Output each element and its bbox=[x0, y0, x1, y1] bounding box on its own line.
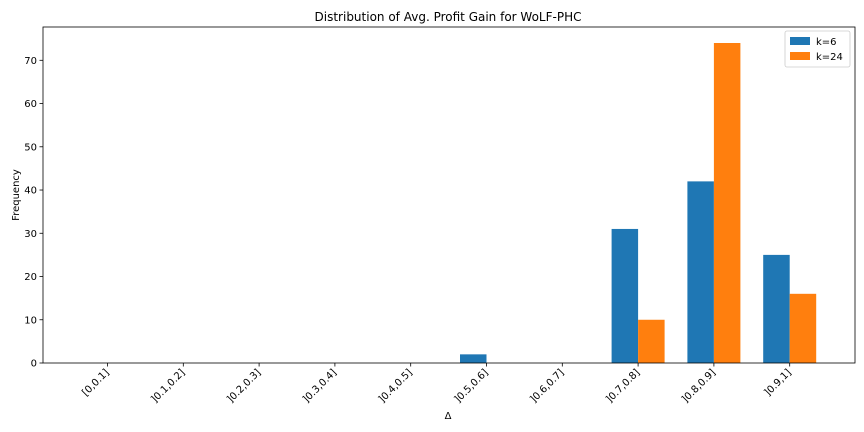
y-axis-label: Frequency bbox=[11, 169, 22, 221]
x-tick-label: ]0.7,0.8] bbox=[604, 367, 642, 405]
y-axis: 0 10 20 30 40 50 60 70 bbox=[24, 56, 43, 370]
y-tick-label: 70 bbox=[24, 56, 37, 67]
legend: k=6 k=24 bbox=[784, 30, 851, 68]
plot-bars bbox=[460, 43, 817, 363]
plot-frame bbox=[42, 26, 856, 364]
bar-k=6-]0.7,0.8] bbox=[611, 228, 639, 363]
bar-k=6-]0.9,1] bbox=[763, 254, 790, 363]
bar-k=6-]0.5,0.6] bbox=[460, 354, 487, 363]
legend-swatch-k=24 bbox=[790, 52, 810, 60]
x-tick-label: ]0.6,0.7] bbox=[528, 367, 566, 405]
chart-title: Distribution of Avg. Profit Gain for WoL… bbox=[315, 10, 582, 24]
legend-label-k=6: k=6 bbox=[816, 37, 837, 48]
y-tick-label: 10 bbox=[24, 315, 37, 326]
x-tick-label: [0,0.1] bbox=[80, 367, 111, 398]
x-tick-label: ]0.4,0.5] bbox=[377, 367, 415, 405]
bar-k=6-]0.8,0.9] bbox=[687, 181, 714, 363]
x-axis-label: Δ bbox=[445, 411, 452, 422]
y-tick-label: 50 bbox=[24, 142, 37, 153]
x-axis: [0,0.1] ]0.1,0.2] ]0.2,0.3] ]0.3,0.4] ]0.4,0… bbox=[80, 363, 794, 405]
y-tick-label: 60 bbox=[24, 99, 37, 110]
x-tick-label: ]0.9,1] bbox=[763, 367, 794, 398]
legend-swatch-k=6 bbox=[790, 37, 810, 45]
x-tick-label: ]0.5,0.6] bbox=[453, 367, 491, 405]
legend-label-k=24: k=24 bbox=[816, 52, 843, 63]
x-tick-label: ]0.8,0.9] bbox=[680, 367, 718, 405]
y-tick-label: 0 bbox=[31, 359, 37, 370]
y-tick-label: 20 bbox=[24, 272, 37, 283]
y-tick-label: 40 bbox=[24, 186, 37, 197]
x-tick-label: ]0.3,0.4] bbox=[301, 367, 339, 405]
bar-k=24-]0.7,0.8] bbox=[638, 319, 665, 363]
x-tick-label: ]0.2,0.3] bbox=[225, 367, 263, 405]
x-tick-label: ]0.1,0.2] bbox=[149, 367, 187, 405]
bar-k=24-]0.9,1] bbox=[789, 293, 817, 363]
bar-k=24-]0.8,0.9] bbox=[713, 43, 741, 363]
y-tick-label: 30 bbox=[24, 229, 37, 240]
